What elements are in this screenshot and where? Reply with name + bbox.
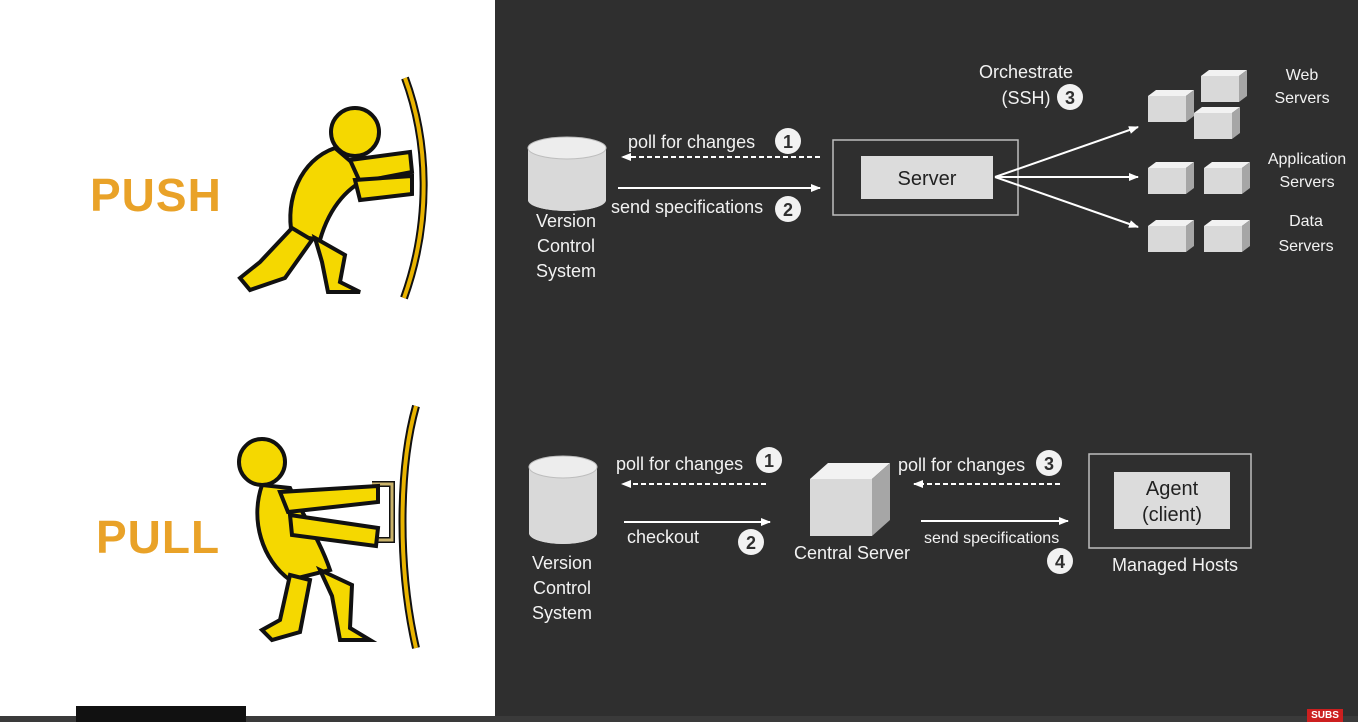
- pull-title: PULL: [96, 511, 221, 563]
- push-server-label: Server: [898, 168, 957, 190]
- app-servers-label-2: Servers: [1279, 174, 1334, 191]
- pull-poll-3-label: poll for changes: [898, 455, 1025, 475]
- subscribe-badge[interactable]: SUBS: [1307, 709, 1343, 722]
- agent-label-2: (client): [1142, 504, 1202, 526]
- push-step-3-number: 3: [1065, 88, 1075, 108]
- pull-vcs-label-1: Version: [532, 553, 592, 573]
- push-server-box: [861, 156, 993, 199]
- push-step-1-badge: [775, 128, 801, 154]
- data-server-cubes: [1148, 220, 1250, 252]
- push-vcs-cylinder: [527, 136, 607, 211]
- web-server-cubes: [1148, 70, 1247, 139]
- push-poll-label: poll for changes: [628, 132, 755, 152]
- central-server-cube: [810, 463, 890, 536]
- pull-vcs-label-2: Control: [533, 578, 591, 598]
- push-step-2-badge: [775, 196, 801, 222]
- data-servers-label-1: Data: [1289, 213, 1323, 230]
- illustration-panel: PUSH PULL: [0, 0, 495, 716]
- push-vcs-label-2: Control: [537, 236, 595, 256]
- agent-label-1: Agent: [1146, 478, 1199, 500]
- push-vcs-label-1: Version: [536, 211, 596, 231]
- central-server-label: Central Server: [794, 543, 910, 563]
- push-step-1-number: 1: [783, 132, 793, 152]
- pull-figure-illustration: [237, 404, 420, 649]
- orchestrate-arrow-data: [994, 176, 1139, 228]
- orchestrate-arrow-web: [994, 126, 1139, 178]
- push-step-2-number: 2: [783, 200, 793, 220]
- pull-step-2-number: 2: [746, 533, 756, 553]
- video-overlay-block: [76, 706, 246, 722]
- managed-host-frame: [1088, 453, 1252, 549]
- pull-send-label: send specifications: [924, 530, 1059, 547]
- pull-step-1-badge: [756, 447, 782, 473]
- application-server-cubes: [1148, 162, 1250, 194]
- push-vcs-label-3: System: [536, 261, 596, 281]
- orchestrate-label-1: Orchestrate: [979, 62, 1073, 82]
- web-servers-label-1: Web: [1286, 67, 1319, 84]
- push-step-3-badge: [1057, 84, 1083, 110]
- web-servers-label-2: Servers: [1274, 90, 1329, 107]
- agent-box: [1114, 472, 1230, 529]
- pull-step-3-badge: [1036, 450, 1062, 476]
- video-progress-bar[interactable]: [0, 716, 1358, 722]
- push-title: PUSH: [90, 169, 222, 221]
- pull-checkout-label: checkout: [627, 527, 699, 547]
- orchestrate-label-2: (SSH): [1002, 88, 1051, 108]
- push-send-label: send specifications: [611, 197, 763, 217]
- pull-step-2-badge: [738, 529, 764, 555]
- pull-poll-1-label: poll for changes: [616, 454, 743, 474]
- pull-step-1-number: 1: [764, 451, 774, 471]
- app-servers-label-1: Application: [1268, 151, 1346, 168]
- push-figure-illustration: [237, 76, 428, 300]
- pull-vcs-label-3: System: [532, 603, 592, 623]
- pull-vcs-cylinder: [528, 455, 598, 544]
- data-servers-label-2: Servers: [1278, 238, 1333, 255]
- pull-step-4-number: 4: [1055, 552, 1065, 572]
- pull-step-4-badge: [1047, 548, 1073, 574]
- pull-step-3-number: 3: [1044, 454, 1054, 474]
- managed-hosts-label: Managed Hosts: [1112, 555, 1238, 575]
